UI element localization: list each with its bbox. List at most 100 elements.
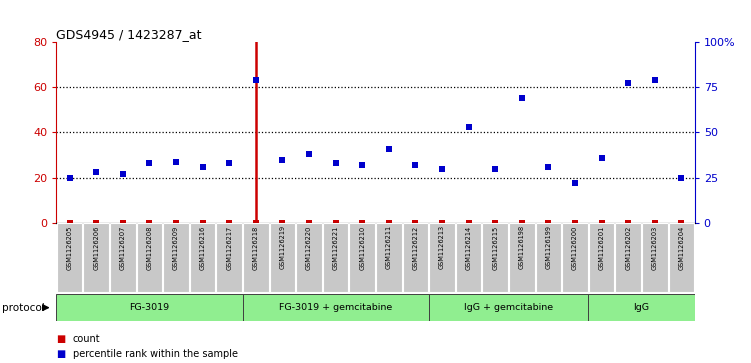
Text: GSM1126205: GSM1126205 [67,225,73,270]
Point [489,220,501,226]
Bar [243,294,429,321]
Text: percentile rank within the sample: percentile rank within the sample [73,349,238,359]
Bar [482,223,508,292]
Point [516,220,528,226]
Point [675,175,687,181]
Text: GSM1126201: GSM1126201 [599,225,605,270]
Bar [110,223,136,292]
Bar [83,223,109,292]
Point [622,81,634,86]
Text: GSM1126216: GSM1126216 [200,225,206,270]
Text: GSM1126214: GSM1126214 [466,225,472,270]
Bar [562,223,588,292]
Point [330,160,342,166]
Text: GSM1126212: GSM1126212 [412,225,418,270]
Point [569,220,581,226]
Bar [509,223,535,292]
Text: GSM1126209: GSM1126209 [173,225,179,270]
Point [356,162,368,168]
Point [649,77,661,83]
Point [276,157,288,163]
Point [197,164,209,170]
Bar [57,223,83,292]
Bar [243,223,269,292]
Text: GSM1126211: GSM1126211 [386,225,392,269]
Bar [216,223,242,292]
Point [64,220,76,226]
Bar [430,223,455,292]
Point [542,164,554,170]
Point [542,220,554,226]
Text: GSM1126215: GSM1126215 [492,225,498,270]
Text: GSM1126219: GSM1126219 [279,225,285,269]
Point [622,220,634,226]
Bar [323,223,348,292]
Text: GSM1126199: GSM1126199 [545,225,551,269]
Point [436,166,448,172]
Text: ■: ■ [56,349,65,359]
Point [250,77,262,83]
Text: ■: ■ [56,334,65,344]
Bar [376,223,402,292]
Text: GSM1126213: GSM1126213 [439,225,445,269]
Point [383,220,395,226]
Bar [429,294,588,321]
Point [117,171,129,177]
Point [383,146,395,152]
Bar [56,294,243,321]
Point [409,162,421,168]
Point [463,124,475,130]
Point [330,220,342,226]
Text: GSM1126198: GSM1126198 [519,225,525,269]
Text: FG-3019 + gemcitabine: FG-3019 + gemcitabine [279,303,392,312]
Text: GSM1126200: GSM1126200 [572,225,578,270]
Bar [535,223,561,292]
Point [436,220,448,226]
Text: GSM1126221: GSM1126221 [333,225,339,270]
Bar [668,223,694,292]
Point [223,220,235,226]
Point [303,151,315,157]
Bar [349,223,375,292]
Bar [588,294,695,321]
Point [90,220,102,226]
Text: GSM1126203: GSM1126203 [652,225,658,270]
Point [675,220,687,226]
Text: count: count [73,334,101,344]
Text: IgG: IgG [634,303,650,312]
Point [117,220,129,226]
Text: GSM1126220: GSM1126220 [306,225,312,270]
Bar [137,223,162,292]
Point [303,220,315,226]
Text: FG-3019: FG-3019 [129,303,170,312]
Point [197,220,209,226]
Point [356,220,368,226]
Point [143,160,155,166]
Bar [403,223,428,292]
Point [649,220,661,226]
Text: GSM1126217: GSM1126217 [226,225,232,270]
Text: IgG + gemcitabine: IgG + gemcitabine [464,303,553,312]
Point [90,170,102,175]
Point [250,220,262,226]
Text: GDS4945 / 1423287_at: GDS4945 / 1423287_at [56,28,202,41]
Point [516,95,528,101]
Point [489,166,501,172]
Bar [642,223,668,292]
Bar [296,223,321,292]
Point [143,220,155,226]
Text: GSM1126204: GSM1126204 [678,225,684,270]
Point [170,220,182,226]
Text: protocol: protocol [2,303,45,313]
Bar [615,223,641,292]
Point [223,160,235,166]
Bar [163,223,189,292]
Point [64,175,76,181]
Point [276,220,288,226]
Point [170,159,182,164]
Text: GSM1126218: GSM1126218 [253,225,259,270]
Text: GSM1126202: GSM1126202 [625,225,631,270]
Point [463,220,475,226]
Text: GSM1126207: GSM1126207 [120,225,126,270]
Bar [589,223,614,292]
